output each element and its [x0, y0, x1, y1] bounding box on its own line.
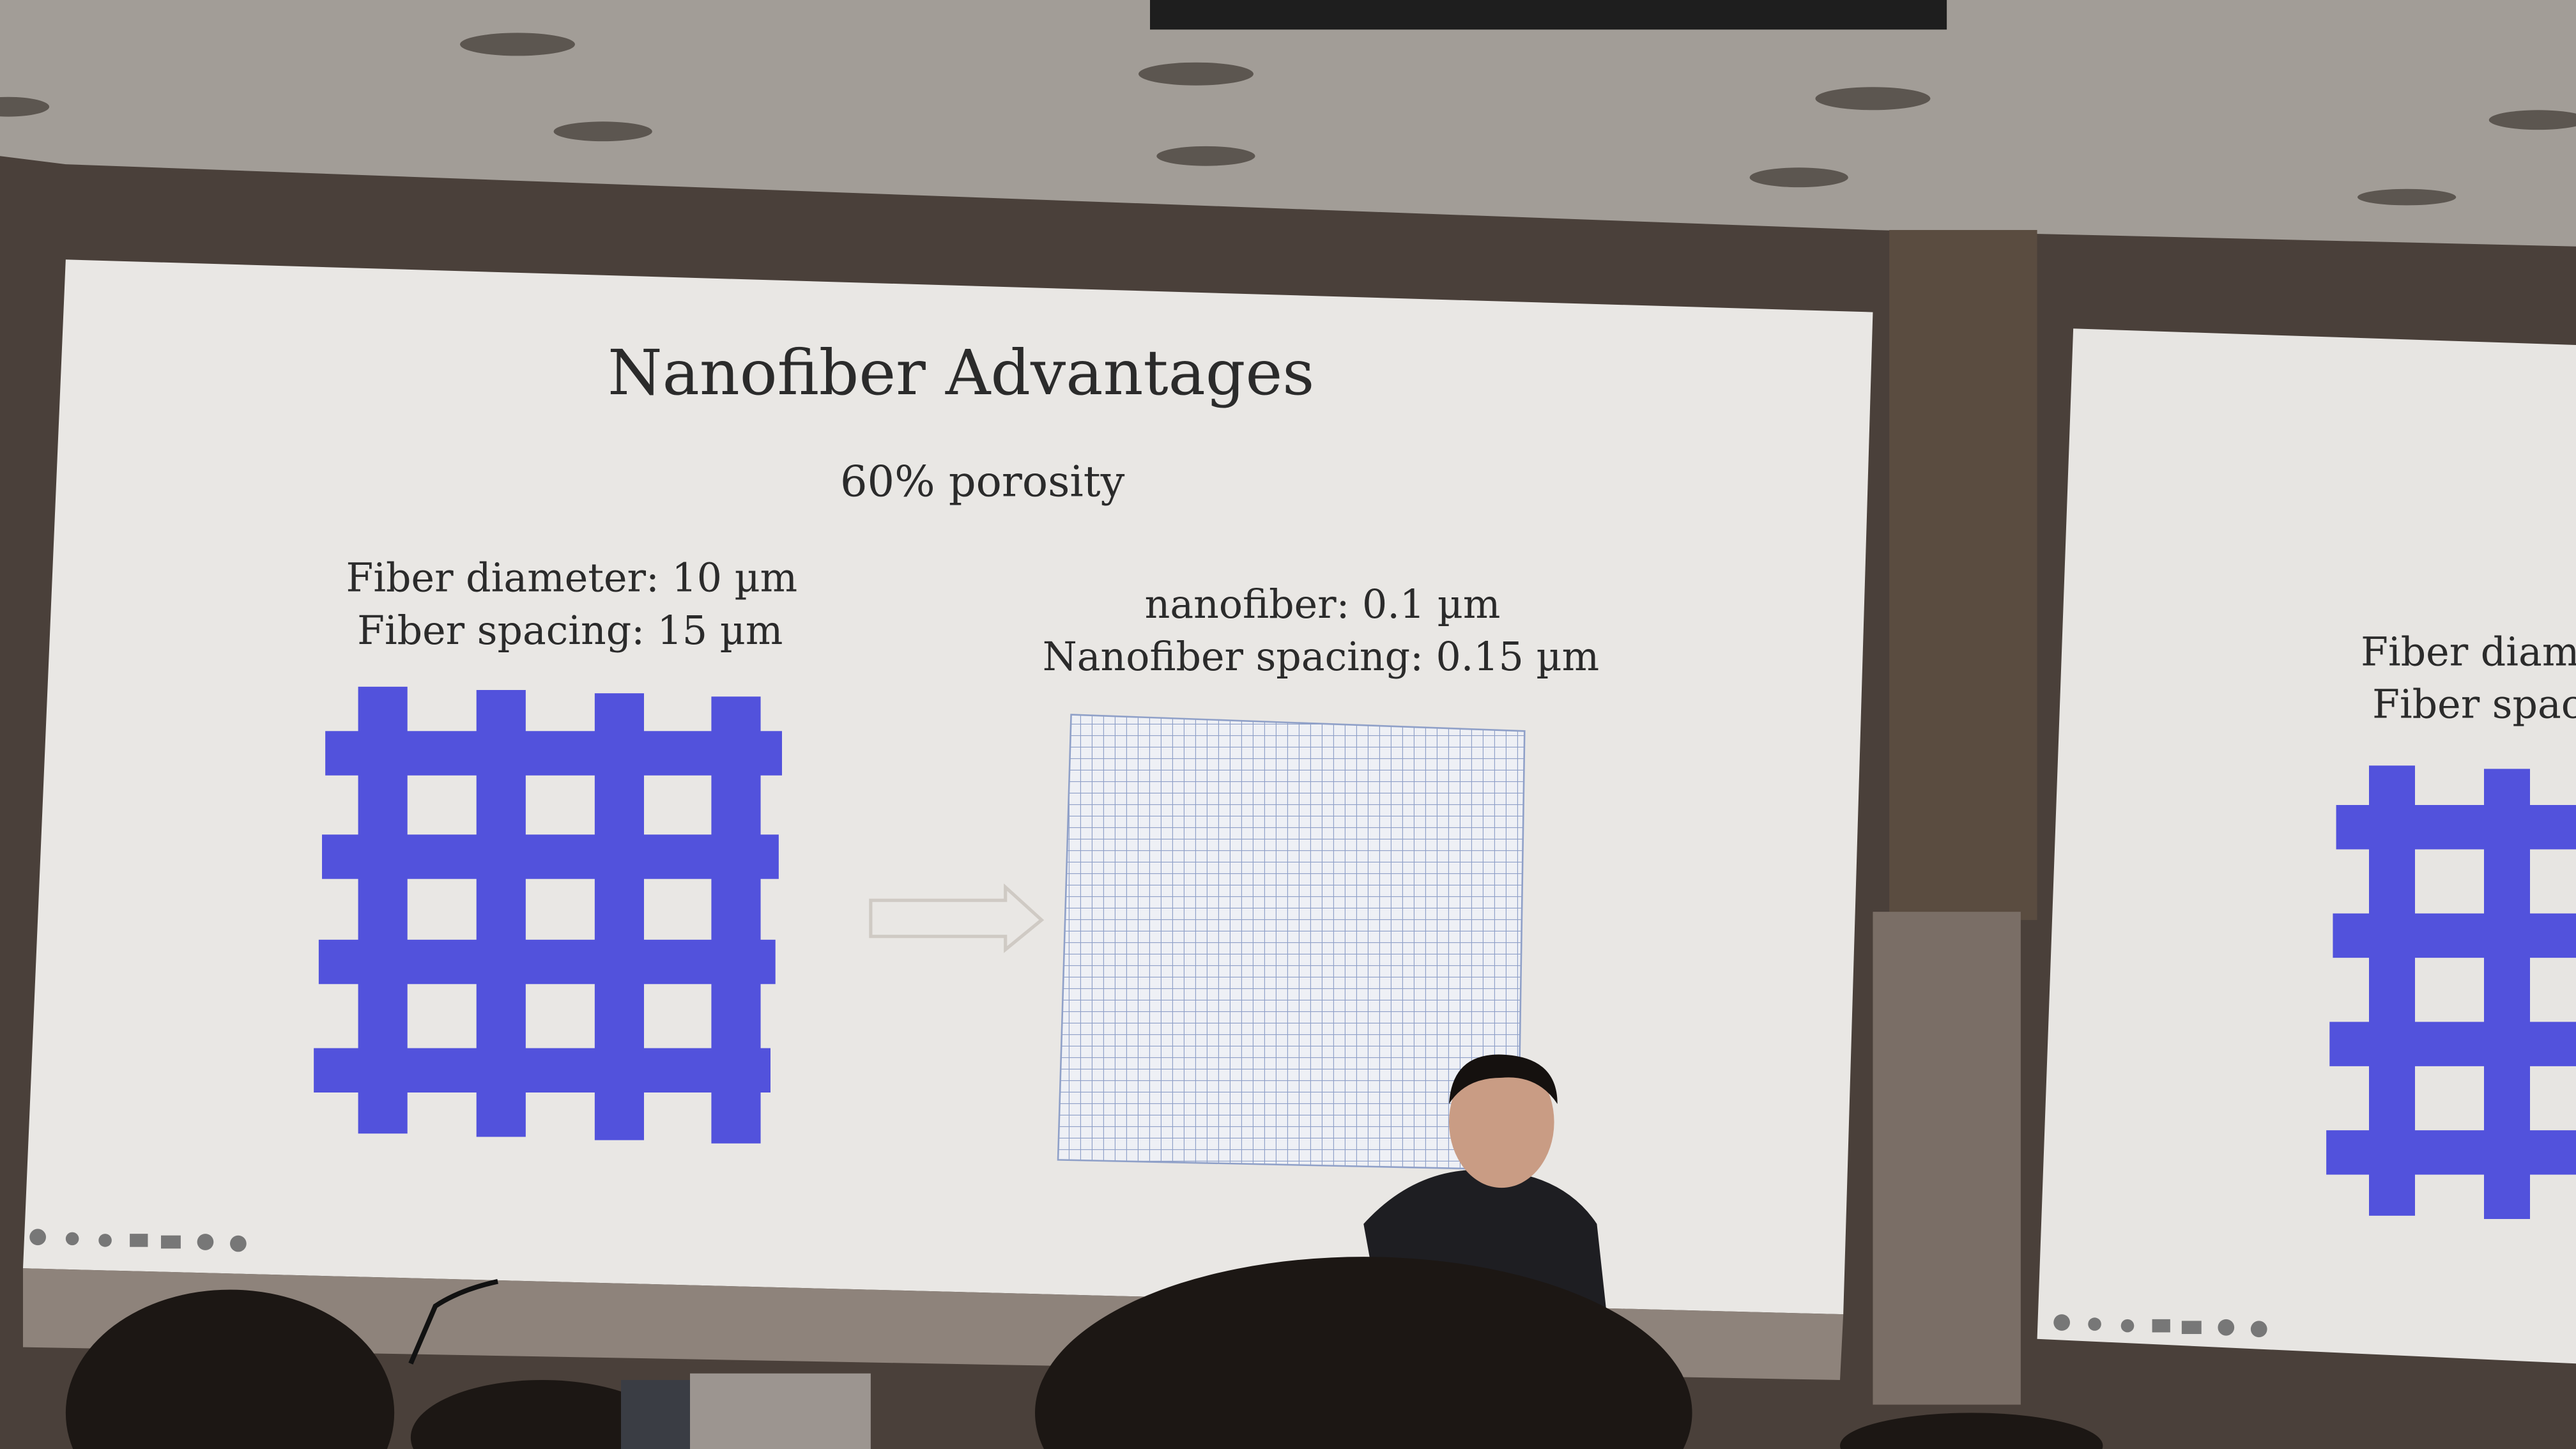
ceiling-lights	[0, 33, 2576, 206]
second-fiber-label: Fiber spaci	[2372, 682, 2576, 728]
audience	[65, 1257, 2103, 1449]
pillar	[1873, 912, 2021, 1405]
nanofiber-label: Nanofiber spacing: 0.15 µm	[1043, 634, 1599, 680]
ceiling	[0, 0, 2576, 247]
slide-subtitle: 60% porosity	[840, 457, 1125, 507]
microphone	[408, 1278, 498, 1365]
second-screen	[2037, 328, 2576, 1364]
slide-title: Nanofiber Advantages	[608, 337, 1314, 410]
nanofiber-label: nanofiber: 0.1 µm	[1145, 581, 1501, 627]
wood-panel	[1889, 230, 2037, 920]
slide-toolbar	[29, 1229, 247, 1252]
second-toolbar	[2053, 1314, 2267, 1338]
projection-screen	[23, 259, 1873, 1315]
fiber-label: Fiber diameter: 10 µm	[346, 555, 798, 601]
ceiling-fixture	[1150, 0, 1947, 30]
fiber-mesh	[314, 686, 783, 1144]
second-fiber-label: Fiber diame	[2361, 629, 2576, 675]
arrow	[869, 883, 1045, 953]
fiber-label: Fiber spacing: 15 µm	[357, 608, 783, 654]
second-fiber-mesh	[2326, 765, 2576, 1219]
